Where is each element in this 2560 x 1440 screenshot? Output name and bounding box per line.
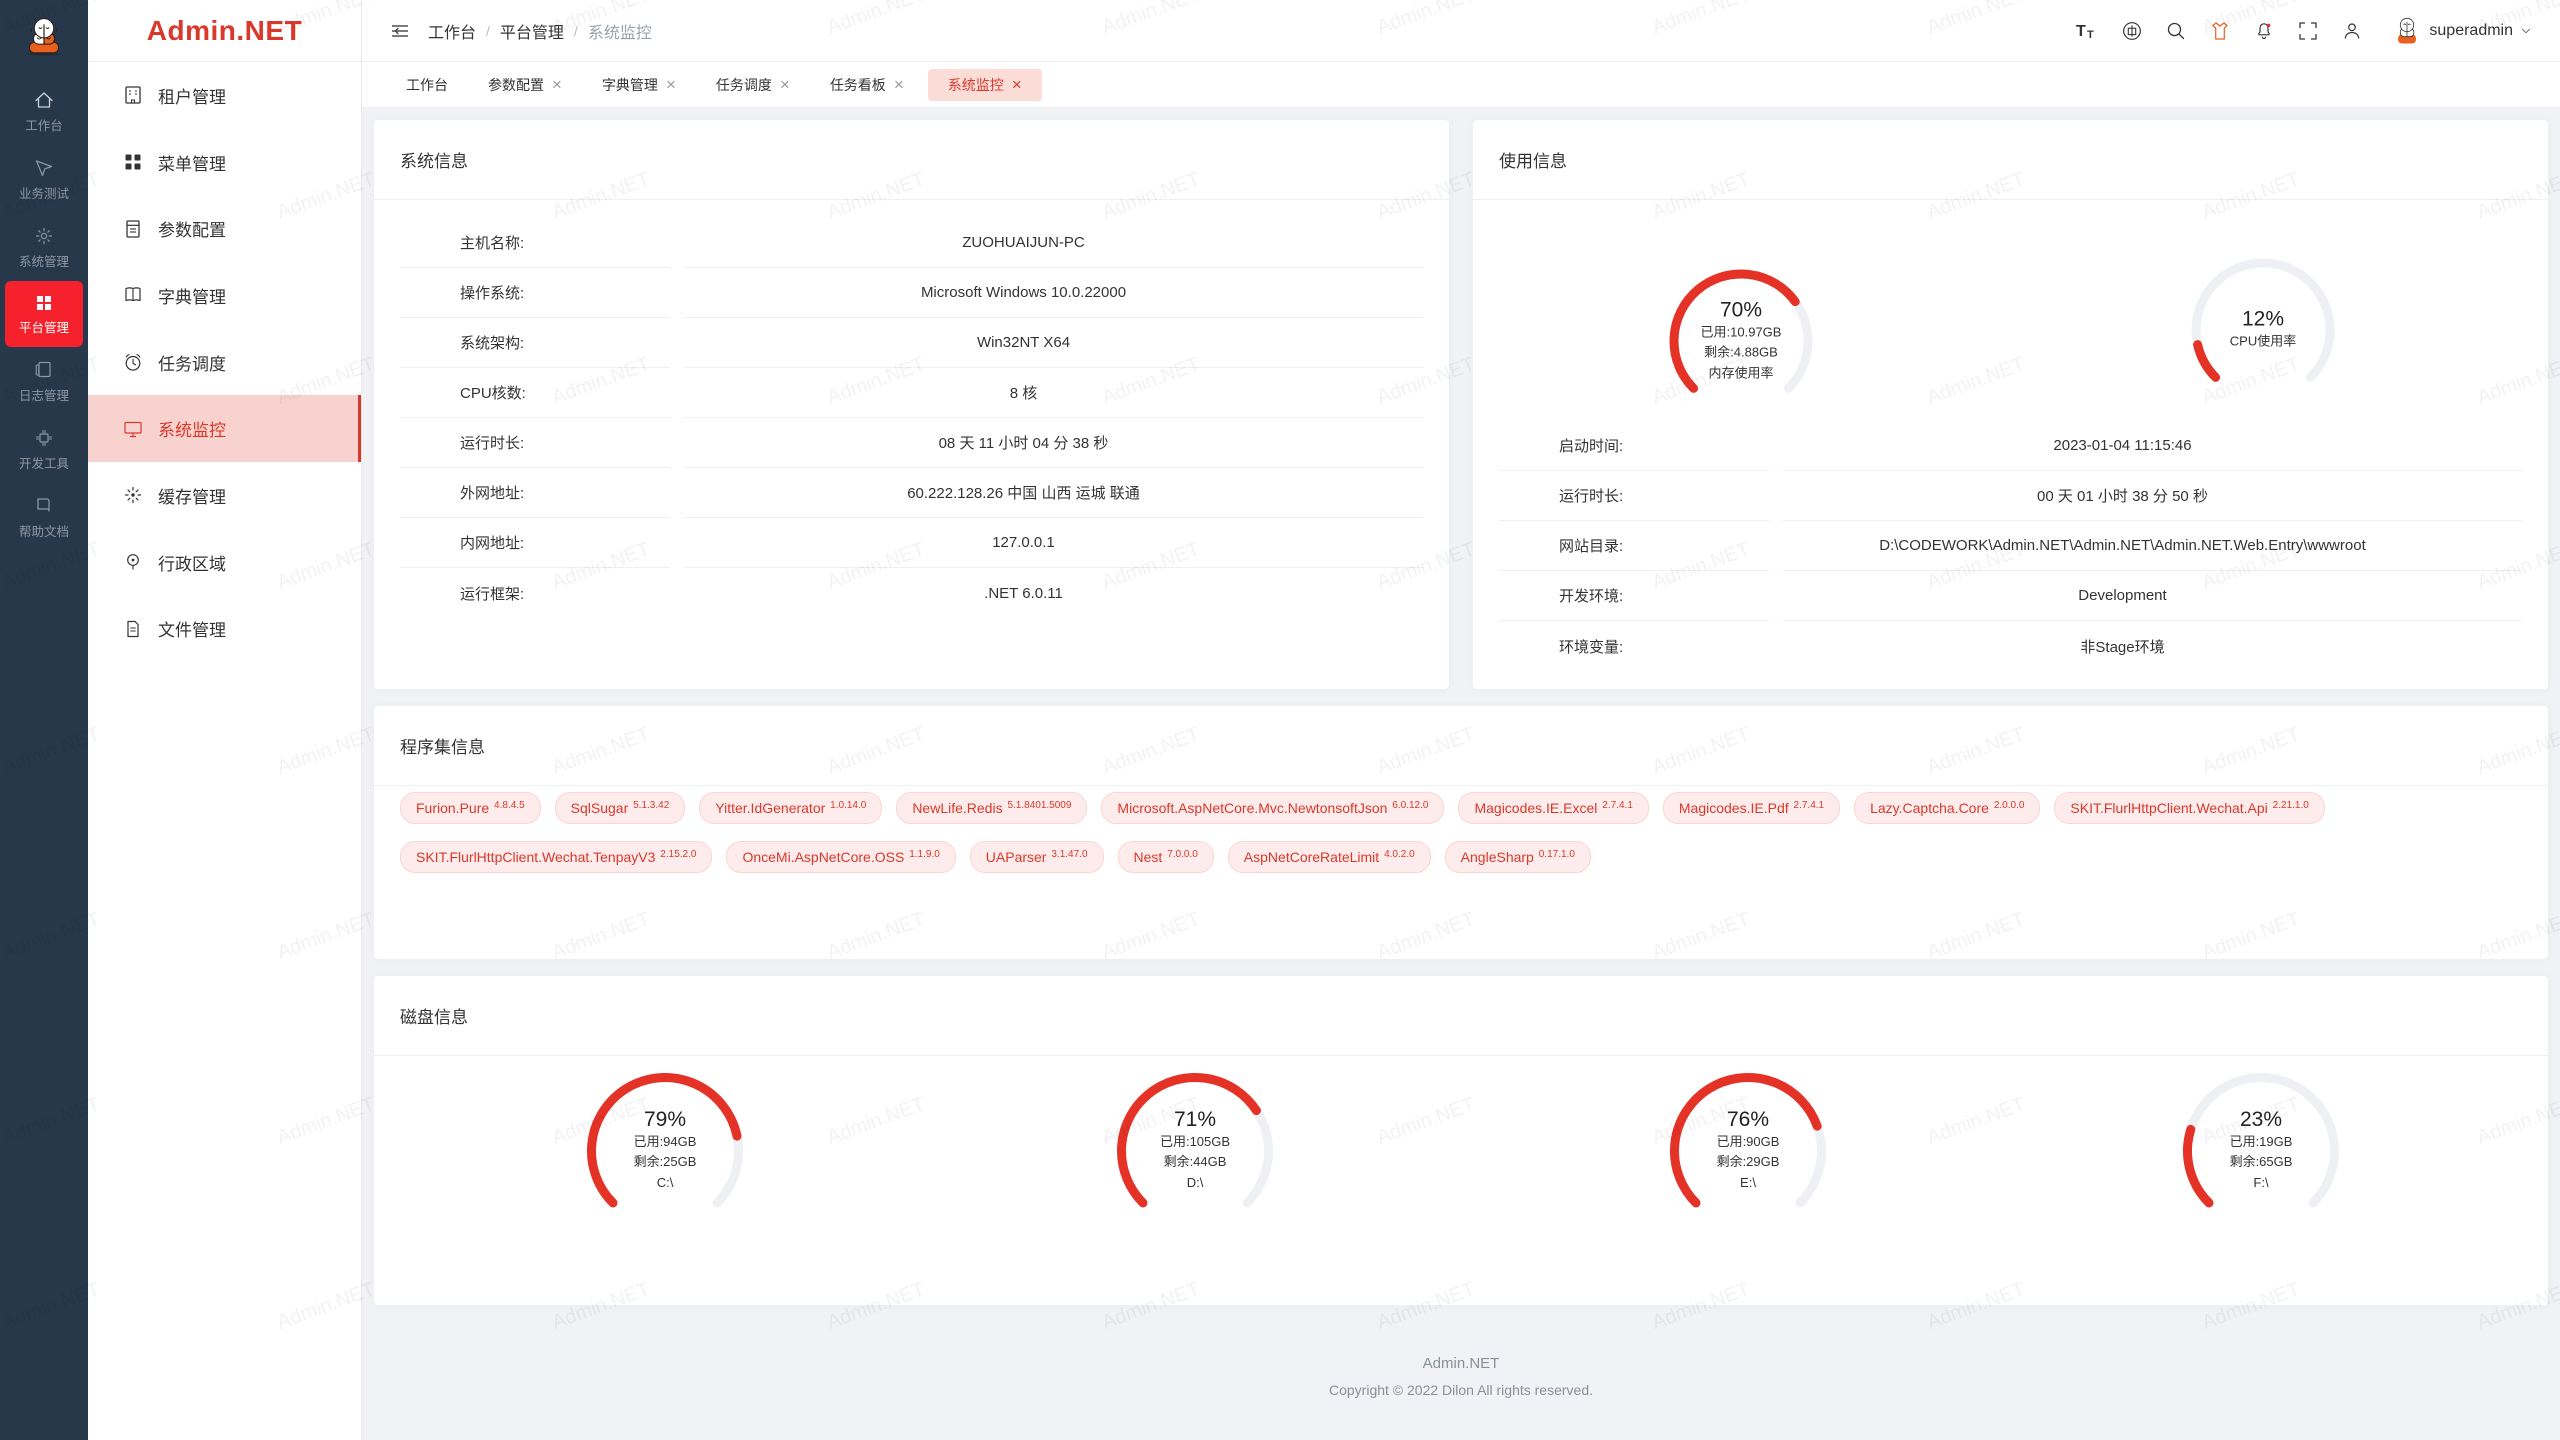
svg-text:T: T xyxy=(2076,23,2086,40)
svg-text:T: T xyxy=(2087,29,2094,41)
